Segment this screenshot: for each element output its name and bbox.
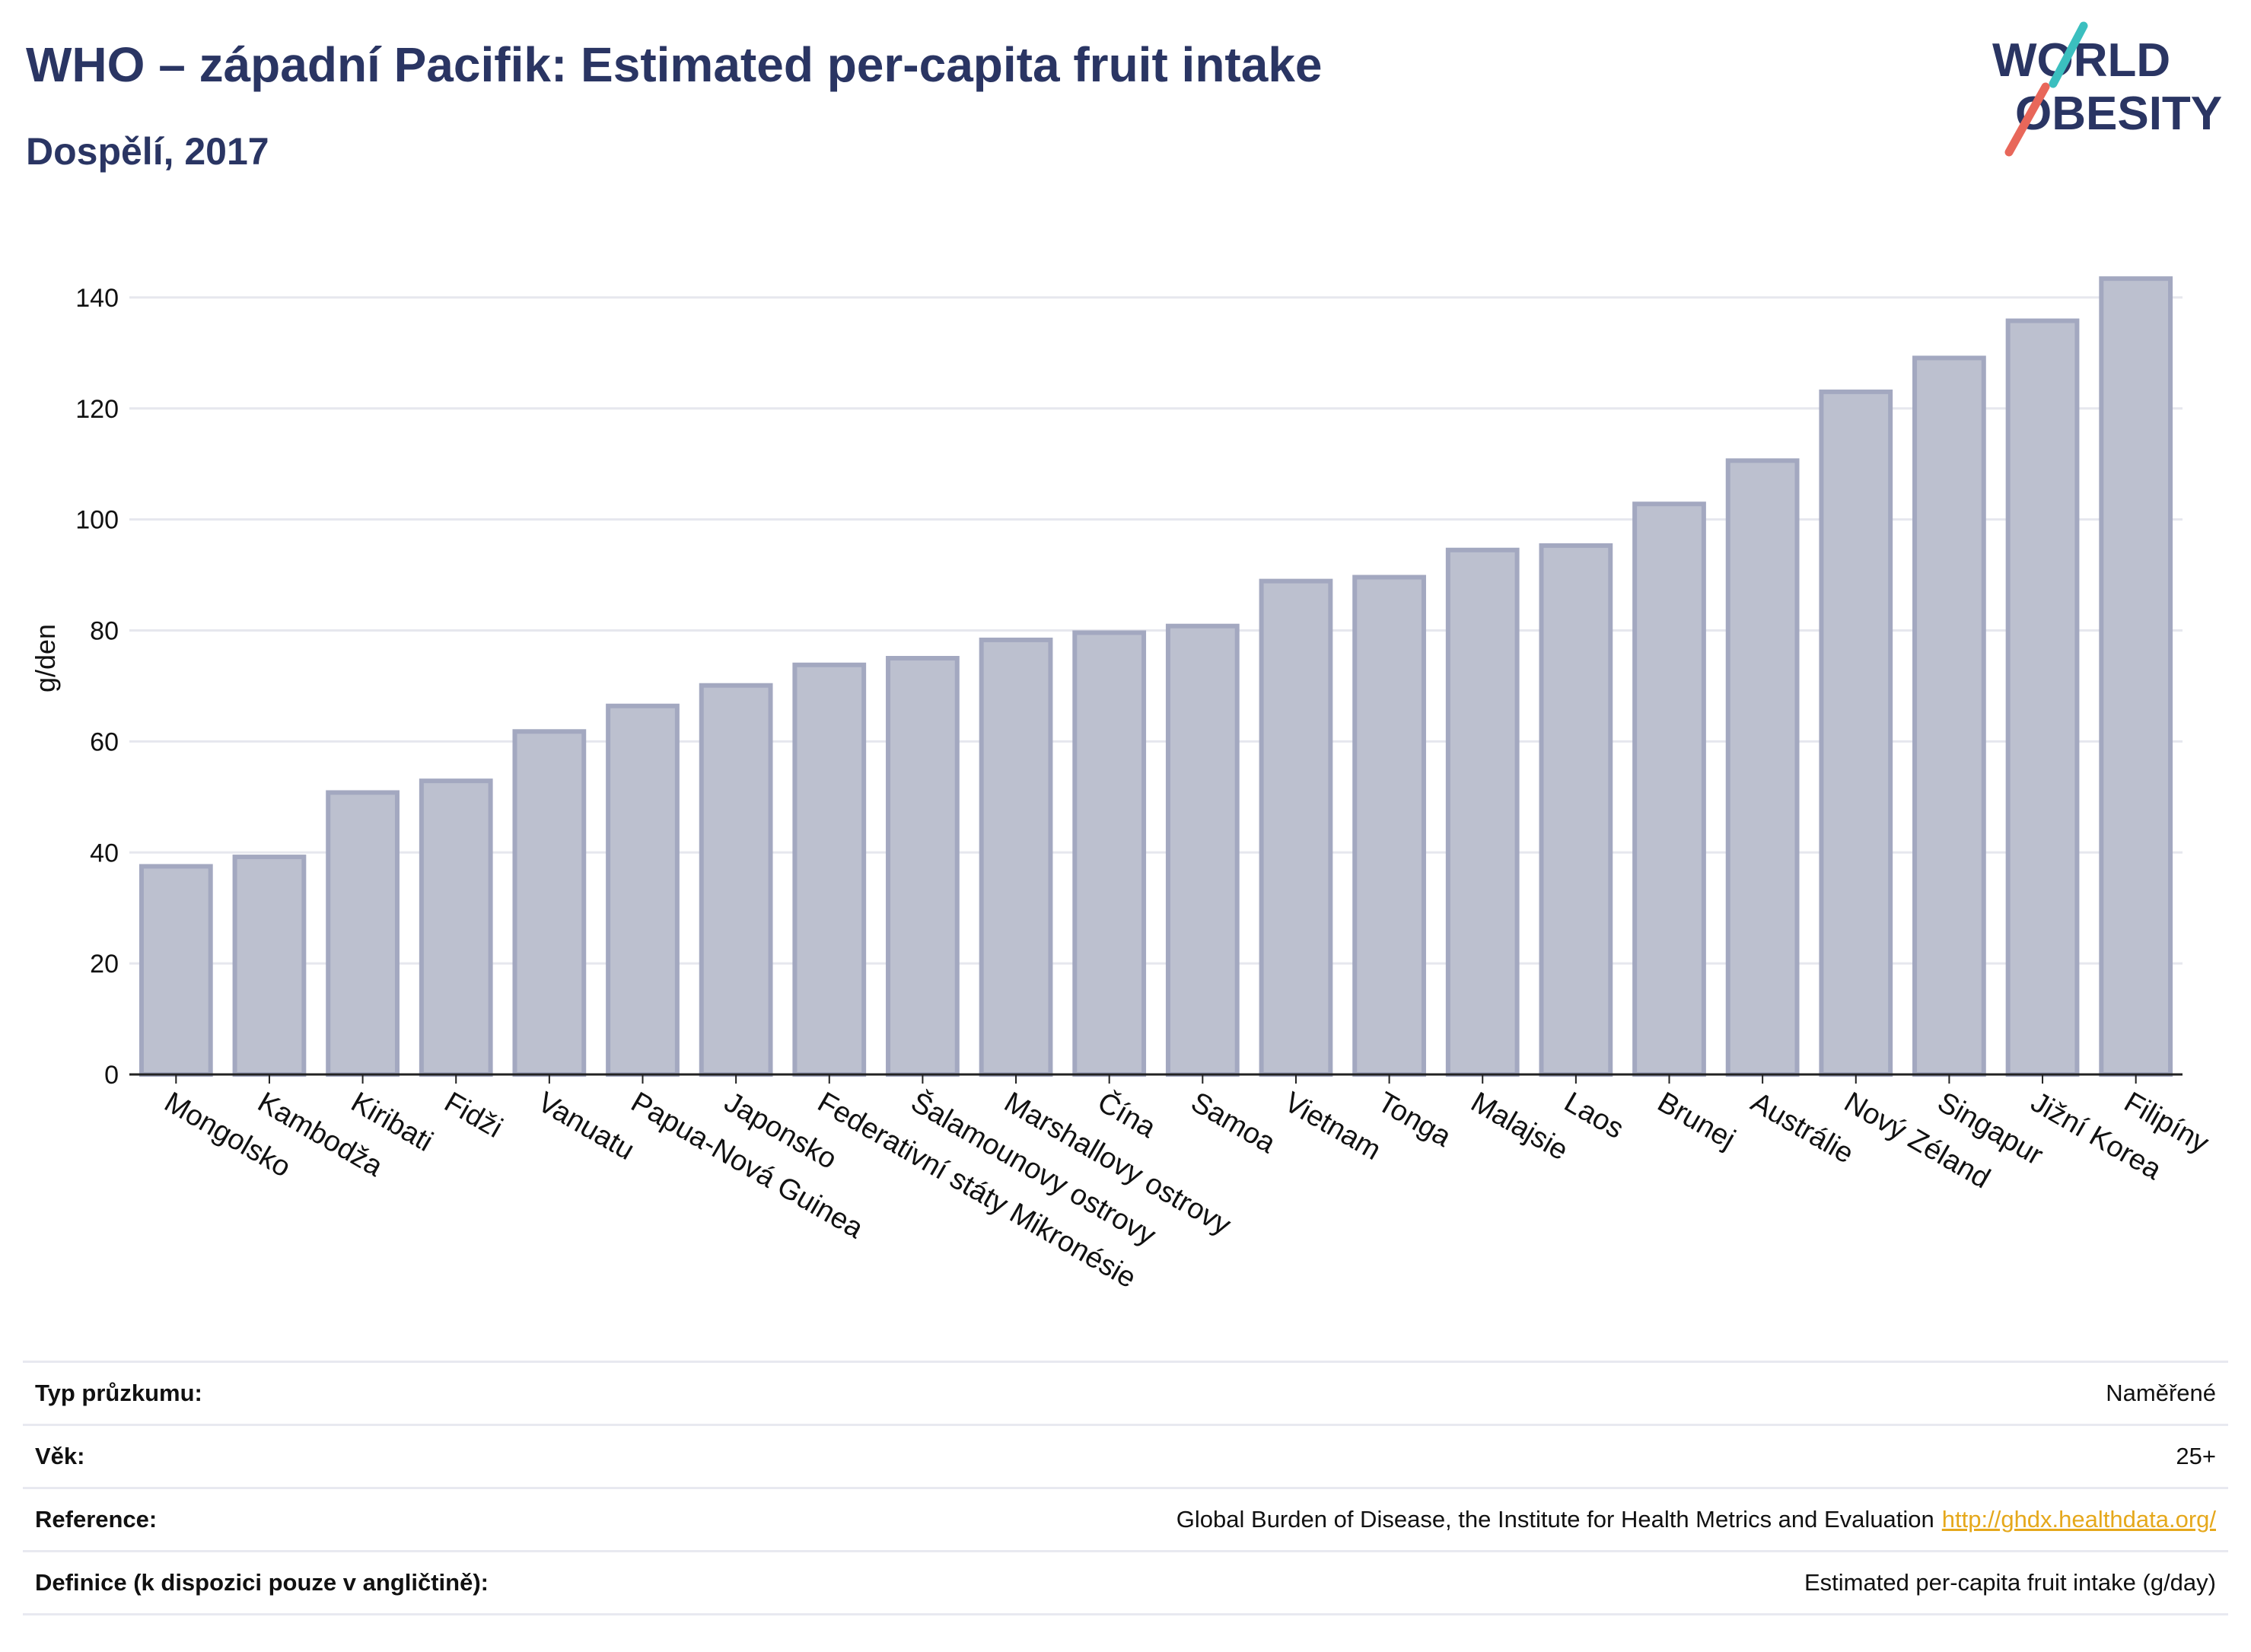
y-tick-label: 140 (75, 284, 119, 313)
chart-subtitle: Dospělí, 2017 (26, 130, 269, 173)
meta-label: Definice (k dispozici pouze v angličtině… (35, 1569, 489, 1596)
logo-teal-slash (2049, 21, 2088, 88)
bar (1912, 355, 1986, 1077)
chart-title: WHO – západní Pacifik: Estimated per-cap… (26, 37, 1323, 92)
bar (1725, 458, 1800, 1077)
x-tick-label: Vanuatu (532, 1086, 639, 1167)
bar (1819, 389, 1893, 1077)
meta-label: Věk: (35, 1443, 85, 1469)
reference-text: Global Burden of Disease, the Institute … (1176, 1506, 1934, 1533)
logo-coral-slash (2004, 82, 2050, 157)
y-tick-label: 100 (75, 506, 119, 535)
bar (699, 683, 773, 1077)
logo-line2: OBESITY (2015, 88, 2222, 140)
y-axis-label: g/den (30, 624, 61, 692)
x-tick-label: Malajsie (1466, 1086, 1574, 1167)
bars (138, 276, 2173, 1077)
meta-row-definition: Definice (k dispozici pouze v angličtině… (23, 1552, 2228, 1615)
y-tick-labels: 0 20 40 60 80 100 120 140 (75, 284, 119, 1090)
reference-link[interactable]: http://ghdx.healthdata.org/ (1941, 1506, 2216, 1533)
meta-label: Reference: (35, 1506, 158, 1533)
y-tick-label: 0 (104, 1061, 119, 1090)
meta-label: Typ průzkumu: (35, 1380, 202, 1406)
bar (326, 790, 400, 1077)
meta-value-reference: Global Burden of Disease, the Institute … (1176, 1506, 2216, 1533)
meta-value: Naměřené (2106, 1380, 2216, 1406)
logo-line1: WORLD (1992, 34, 2170, 87)
world-obesity-logo: WORLD OBESITY (1992, 21, 2222, 157)
y-tick-label: 80 (90, 617, 119, 646)
bar (1259, 578, 1333, 1077)
x-tick-label: Tonga (1372, 1086, 1457, 1154)
x-tick-label: Samoa (1186, 1086, 1282, 1160)
bar (886, 656, 960, 1077)
meta-value: Estimated per-capita fruit intake (g/day… (1804, 1569, 2216, 1596)
y-tick-label: 120 (75, 395, 119, 424)
x-tick-label: Brunej (1652, 1086, 1740, 1155)
bar (419, 778, 493, 1077)
x-tick-label: Vietnam (1278, 1086, 1386, 1167)
bar (232, 855, 307, 1077)
bar (138, 864, 213, 1077)
x-tick-label: Fidži (439, 1086, 508, 1144)
bar (792, 662, 867, 1077)
meta-row-reference: Reference: Global Burden of Disease, the… (23, 1489, 2228, 1552)
bar (2099, 276, 2173, 1077)
bar (1165, 623, 1240, 1077)
metadata-table: Typ průzkumu: Naměřené Věk: 25+ Referenc… (23, 1361, 2228, 1615)
bar (606, 703, 680, 1077)
y-tick-label: 20 (90, 950, 119, 979)
meta-value: 25+ (2176, 1443, 2216, 1469)
bar (512, 729, 587, 1077)
bar (979, 637, 1053, 1077)
bar (2005, 318, 2080, 1077)
meta-row-survey-type: Typ průzkumu: Naměřené (23, 1363, 2228, 1426)
x-tick-label: Austrálie (1746, 1086, 1859, 1170)
y-tick-label: 40 (90, 839, 119, 867)
bar (1072, 630, 1147, 1077)
bar (1352, 575, 1426, 1077)
x-tick-label: Čína (1092, 1085, 1162, 1145)
bar (1539, 543, 1613, 1077)
bar (1632, 501, 1706, 1077)
bar (1445, 547, 1520, 1077)
y-tick-label: 60 (90, 727, 119, 756)
meta-row-age: Věk: 25+ (23, 1426, 2228, 1489)
